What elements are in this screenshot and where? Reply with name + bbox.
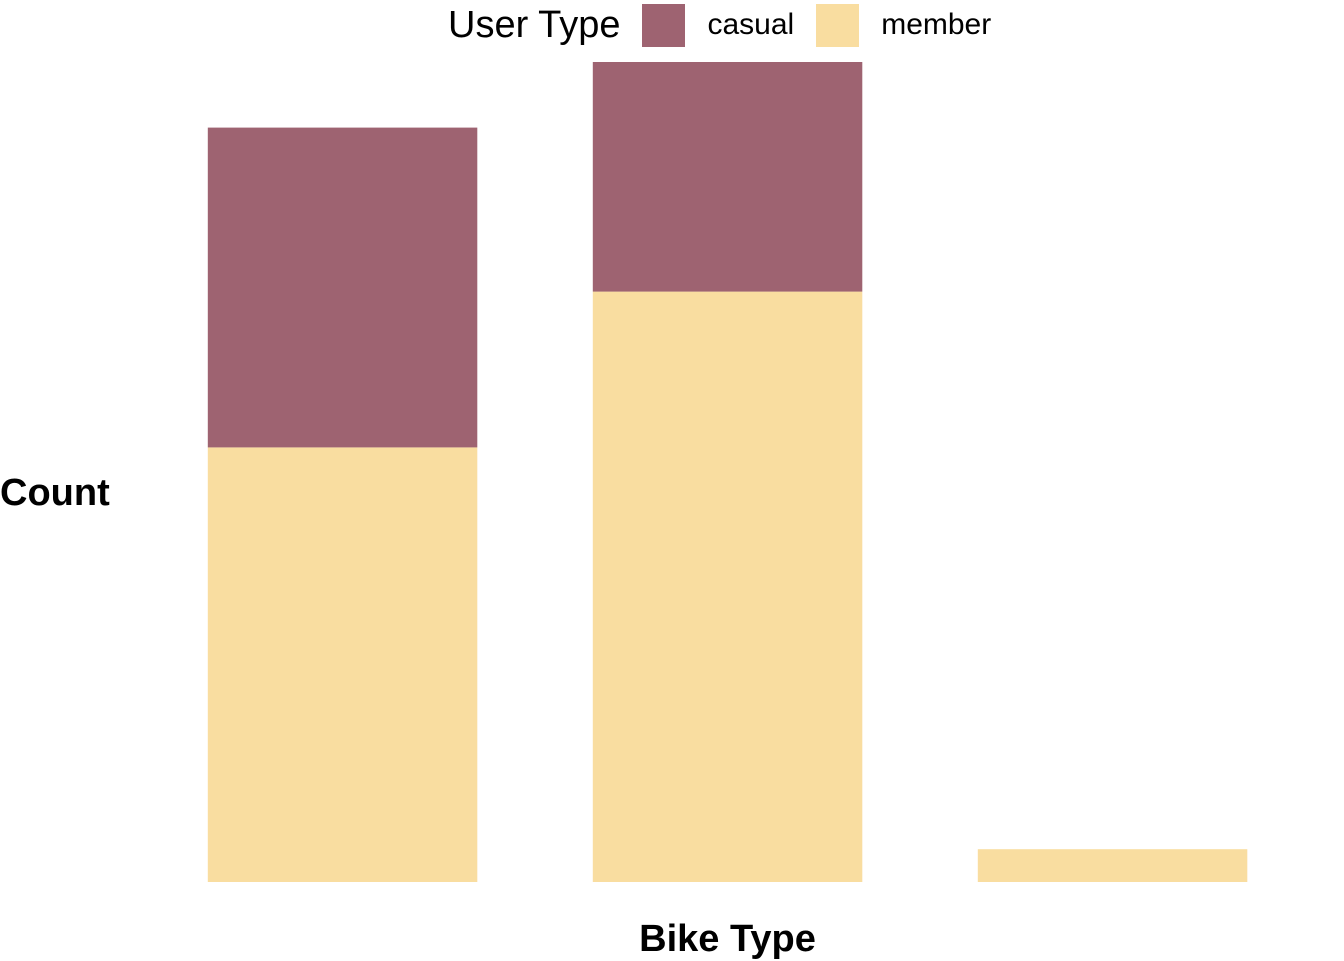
bar-segment-member-1 <box>207 447 478 882</box>
legend-label-member: member <box>881 8 992 41</box>
legend-swatch-member <box>816 3 860 47</box>
x-axis-label: Bike Type <box>639 918 816 960</box>
bar-segment-casual-1 <box>207 127 478 448</box>
legend-item-casual: casual <box>642 3 795 47</box>
y-axis-label: Count <box>0 472 110 514</box>
legend: User Type casual member <box>448 0 1013 50</box>
legend-label-casual: casual <box>707 8 795 41</box>
bar-segment-member-3 <box>977 849 1248 882</box>
legend-item-member: member <box>816 3 992 47</box>
legend-title: User Type <box>448 3 621 46</box>
bar-segment-member-2 <box>592 291 863 883</box>
bar-segment-casual-2 <box>592 62 863 292</box>
legend-swatch-casual <box>642 3 686 47</box>
